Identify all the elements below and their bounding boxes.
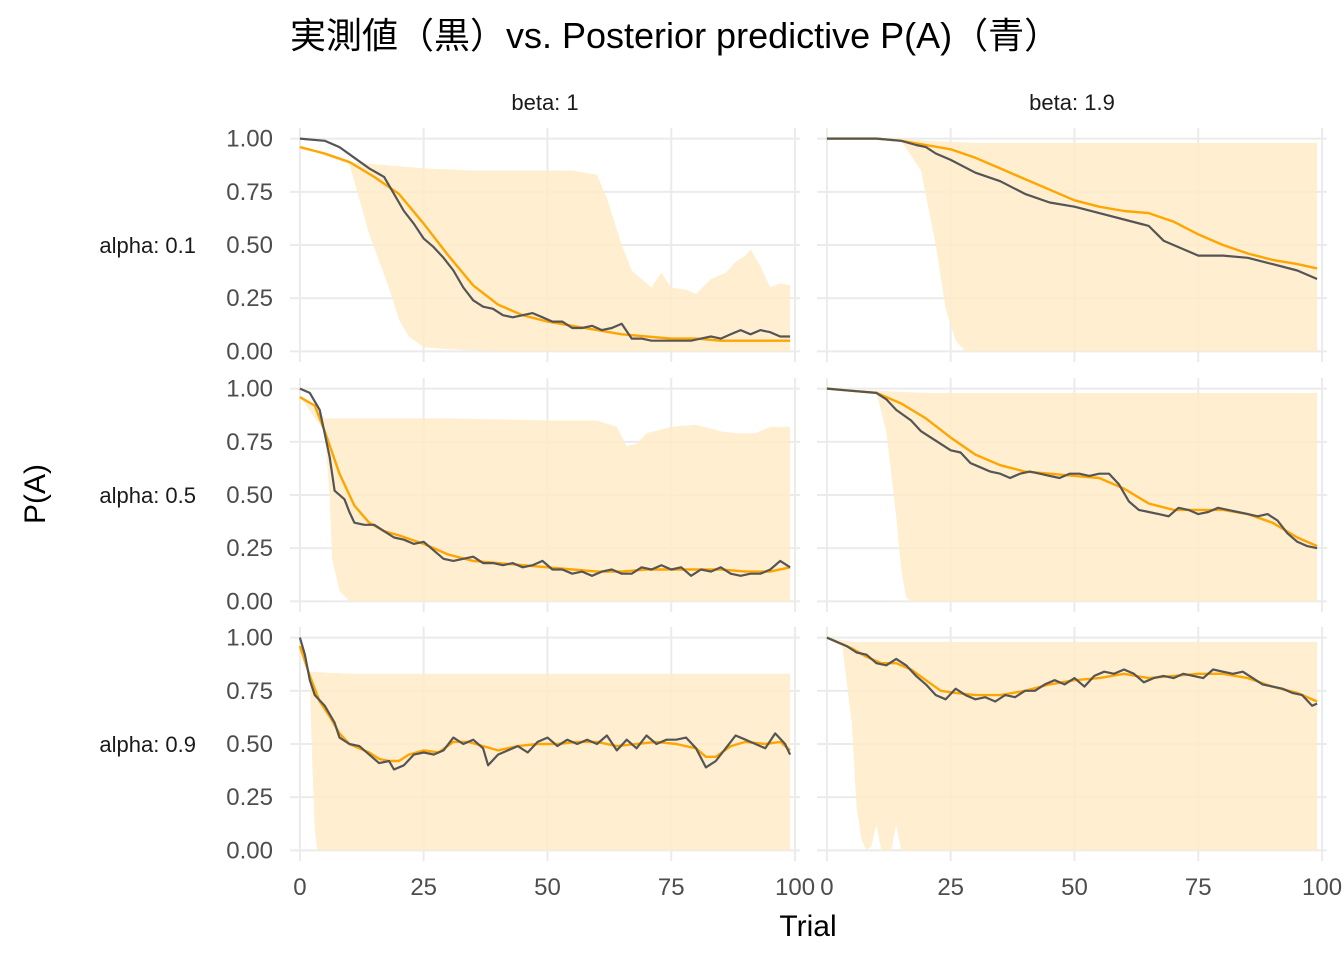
y-tick-label: 0.50 bbox=[226, 731, 273, 758]
y-tick-label: 0.50 bbox=[226, 232, 273, 259]
facet-panel: 0.00 0.25 0.50 0.75 1.00 bbox=[226, 126, 800, 365]
x-tick-label: 0 bbox=[820, 874, 833, 901]
predictive-interval-band bbox=[299, 395, 791, 602]
observed-line bbox=[826, 636, 1318, 707]
facet-panel: 0 25 50 75 100 bbox=[817, 627, 1342, 901]
y-tick-label: 0.75 bbox=[226, 429, 273, 456]
x-tick-label: 100 bbox=[1302, 874, 1342, 901]
row-strip-labels: alpha: 0.1 alpha: 0.5 alpha: 0.9 bbox=[99, 233, 196, 757]
y-tick-label: 0.00 bbox=[226, 837, 273, 864]
x-tick-label: 75 bbox=[658, 874, 685, 901]
column-strip-label: beta: 1 bbox=[511, 90, 578, 115]
predicted-line bbox=[298, 645, 791, 763]
y-tick-label: 0.00 bbox=[226, 588, 273, 615]
y-tick-label: 1.00 bbox=[226, 126, 273, 153]
x-axis-label: Trial bbox=[779, 910, 836, 943]
y-tick-label: 1.00 bbox=[226, 625, 273, 652]
observed-line bbox=[298, 637, 792, 771]
x-tick-label: 25 bbox=[410, 874, 437, 901]
y-tick-label: 0.25 bbox=[226, 535, 273, 562]
y-tick-label: 1.00 bbox=[226, 376, 273, 403]
predicted-line bbox=[299, 145, 791, 342]
predictive-interval-band bbox=[299, 145, 791, 352]
predictive-interval-band bbox=[826, 138, 1318, 352]
facet-panel bbox=[817, 128, 1327, 362]
predictive-interval-band bbox=[826, 637, 1318, 851]
chart-title: 実測値（黒）vs. Posterior predictive P(A)（青） bbox=[290, 15, 1060, 56]
observed-line bbox=[299, 137, 791, 342]
x-tick-label: 50 bbox=[534, 874, 561, 901]
y-tick-label: 0.75 bbox=[226, 179, 273, 206]
predictive-interval-band bbox=[826, 388, 1318, 602]
row-strip-label: alpha: 0.5 bbox=[99, 483, 196, 508]
x-tick-label: 0 bbox=[293, 874, 306, 901]
y-tick-label: 0.75 bbox=[226, 678, 273, 705]
observed-line bbox=[826, 137, 1318, 281]
x-tick-label: 100 bbox=[775, 874, 815, 901]
predictive-interval-band bbox=[299, 644, 791, 851]
column-strip-labels: beta: 1 beta: 1.9 bbox=[511, 90, 1114, 115]
row-strip-label: alpha: 0.9 bbox=[99, 732, 196, 757]
x-tick-label: 25 bbox=[937, 874, 964, 901]
y-tick-label: 0.00 bbox=[226, 338, 273, 365]
observed-line bbox=[826, 387, 1318, 550]
y-tick-label: 0.25 bbox=[226, 784, 273, 811]
y-tick-label: 0.50 bbox=[226, 482, 273, 509]
x-tick-label: 50 bbox=[1061, 874, 1088, 901]
predicted-line bbox=[826, 137, 1318, 270]
column-strip-label: beta: 1.9 bbox=[1029, 90, 1115, 115]
y-axis-label: P(A) bbox=[19, 464, 52, 524]
observed-line bbox=[299, 387, 791, 577]
row-strip-label: alpha: 0.1 bbox=[99, 233, 196, 258]
x-tick-label: 75 bbox=[1185, 874, 1212, 901]
facet-panel: 0.00 0.25 0.50 0.75 1.00 0 25 50 75 100 bbox=[226, 625, 815, 901]
y-tick-label: 0.25 bbox=[226, 285, 273, 312]
facet-panel bbox=[817, 378, 1327, 612]
facet-panel: 0.00 0.25 0.50 0.75 1.00 bbox=[226, 376, 800, 615]
facet-panels: 0.00 0.25 0.50 0.75 1.00 0.00 0.25 0.50 0.75 1.00… bbox=[226, 126, 1342, 901]
